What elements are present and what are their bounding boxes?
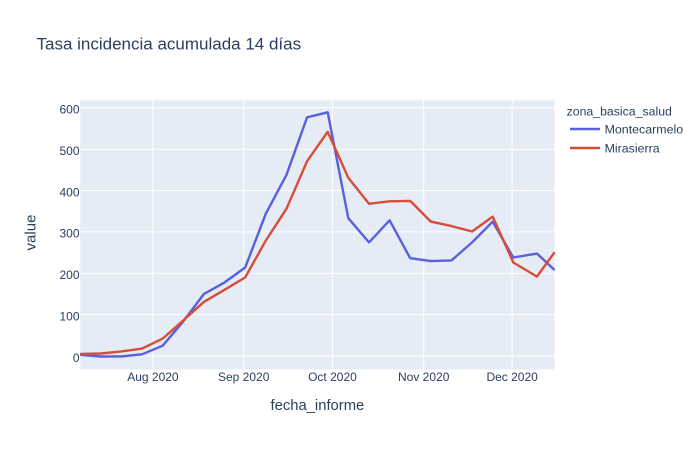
svg-text:zona_basica_salud: zona_basica_salud	[567, 105, 672, 119]
svg-text:Nov 2020: Nov 2020	[398, 370, 450, 384]
svg-text:200: 200	[59, 268, 79, 282]
svg-text:400: 400	[59, 185, 79, 199]
svg-text:Aug 2020: Aug 2020	[127, 370, 179, 384]
svg-text:0: 0	[73, 351, 80, 365]
svg-text:value: value	[23, 215, 40, 251]
svg-text:300: 300	[59, 227, 79, 241]
svg-text:Tasa incidencia acumulada 14 d: Tasa incidencia acumulada 14 días	[37, 35, 302, 54]
svg-text:Montecarmelo: Montecarmelo	[605, 123, 684, 137]
svg-text:Mirasierra: Mirasierra	[605, 141, 660, 155]
svg-text:Oct 2020: Oct 2020	[308, 370, 357, 384]
svg-text:Sep 2020: Sep 2020	[218, 370, 270, 384]
svg-text:600: 600	[59, 103, 79, 117]
svg-text:fecha_informe: fecha_informe	[271, 398, 365, 414]
svg-text:500: 500	[59, 144, 79, 158]
svg-text:100: 100	[59, 309, 79, 323]
svg-text:Dec 2020: Dec 2020	[486, 370, 538, 384]
